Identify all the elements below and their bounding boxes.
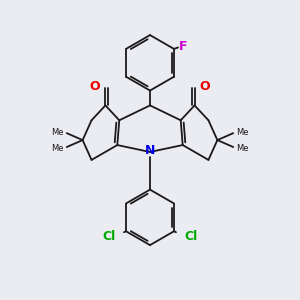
Text: O: O <box>90 80 101 93</box>
Text: Me: Me <box>236 128 249 137</box>
Text: O: O <box>200 80 210 93</box>
Text: N: N <box>145 143 155 157</box>
Text: Me: Me <box>236 143 249 152</box>
Text: Cl: Cl <box>184 230 197 243</box>
Text: Me: Me <box>51 143 64 152</box>
Text: F: F <box>179 40 188 53</box>
Text: Cl: Cl <box>103 230 116 243</box>
Text: Me: Me <box>51 128 64 137</box>
